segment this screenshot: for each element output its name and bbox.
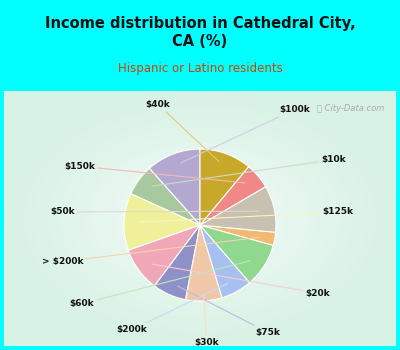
Text: $60k: $60k xyxy=(70,261,250,308)
Wedge shape xyxy=(200,187,276,232)
Wedge shape xyxy=(200,225,273,283)
Text: $150k: $150k xyxy=(64,162,245,183)
Wedge shape xyxy=(149,149,200,225)
Text: $75k: $75k xyxy=(178,286,280,337)
Wedge shape xyxy=(124,194,200,250)
Wedge shape xyxy=(154,225,200,300)
Text: $100k: $100k xyxy=(181,105,310,163)
Wedge shape xyxy=(200,167,266,225)
Text: $125k: $125k xyxy=(140,208,353,222)
Wedge shape xyxy=(128,225,200,286)
Wedge shape xyxy=(200,225,250,298)
Text: ⓘ City-Data.com: ⓘ City-Data.com xyxy=(317,104,384,113)
Text: $30k: $30k xyxy=(194,294,219,348)
Text: $20k: $20k xyxy=(152,264,330,298)
Text: $50k: $50k xyxy=(50,208,259,216)
Wedge shape xyxy=(186,225,222,301)
Wedge shape xyxy=(200,225,276,245)
Wedge shape xyxy=(200,149,249,225)
Text: $40k: $40k xyxy=(146,100,219,161)
Text: Income distribution in Cathedral City,
CA (%): Income distribution in Cathedral City, C… xyxy=(45,16,355,49)
Wedge shape xyxy=(131,168,200,225)
Text: $200k: $200k xyxy=(116,284,228,334)
Text: $10k: $10k xyxy=(152,155,346,186)
Text: Hispanic or Latino residents: Hispanic or Latino residents xyxy=(118,62,282,75)
Text: > $200k: > $200k xyxy=(42,237,259,266)
